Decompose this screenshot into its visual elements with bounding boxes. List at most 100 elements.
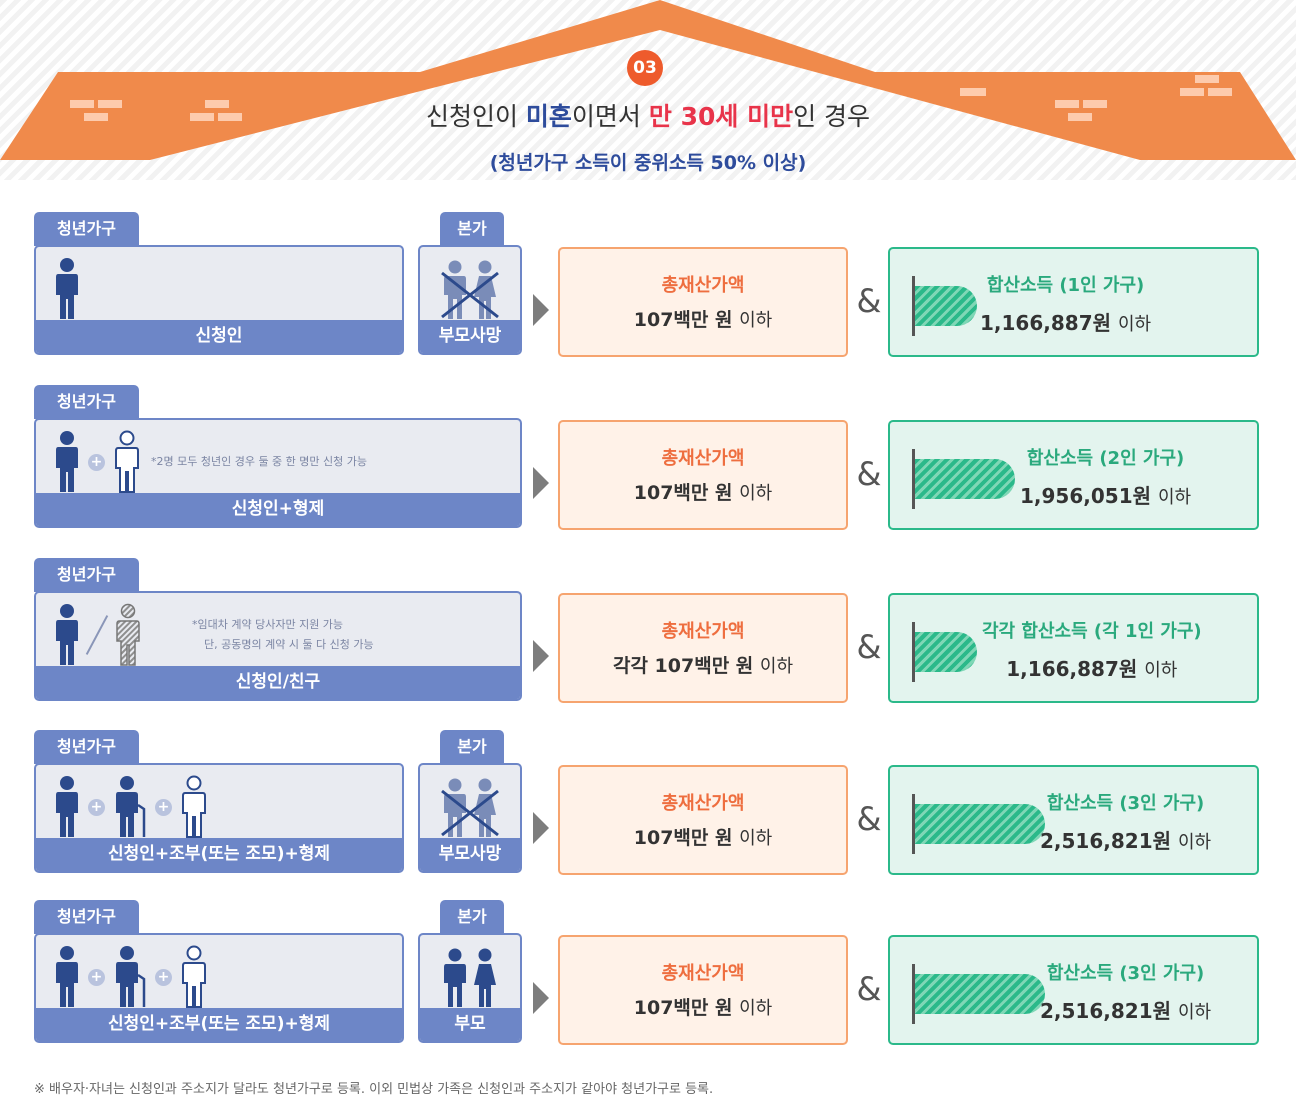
household-label: 신청인 [36,320,402,353]
arrow-right-icon [533,294,549,326]
grandparent-icon [116,776,146,837]
income-value: 2,516,821원 이하 [1040,825,1211,854]
household-tab: 청년가구 [34,558,139,592]
note-line2: 단, 공동명의 계약 시 둘 다 신청 가능 [204,638,374,651]
household-figures: + + [52,775,210,839]
arrow-right-icon [533,640,549,672]
parents-icon [444,948,496,1007]
below-text: 이하 [759,656,794,677]
household-label: 신청인/친구 [36,666,520,699]
household-box: + + 신청인+조부(또는 조모)+형제 [34,933,404,1043]
won-unit: 원 [715,827,733,849]
income-label: 합산소득 (1인 가구) [986,275,1145,296]
won-unit: 원 [735,655,754,677]
asset-label: 총재산가액 [661,275,745,296]
plus-icon: + [88,453,105,471]
household-figures [52,257,82,321]
parent-figures [420,257,520,321]
asset-box: 총재산가액 107백만 원 이하 [558,765,848,875]
asset-value: 107백만 원 이하 [560,823,846,850]
asset-label: 총재산가액 [661,448,745,469]
parent-status-label: 부모사망 [420,838,520,871]
page-title: 신청인이 미혼이면서 만 30세 미만인 경우 [0,97,1296,133]
household-row: 청년가구 + + 신청인+조부(또는 조모)+형제 본가 부모 총재산가액 107백만 … [0,900,1296,1060]
parent-home-tab: 본가 [440,730,504,764]
household-box: *임대차 계약 당사자만 지원 가능 단, 공동명의 계약 시 둘 다 신청 가능… [34,591,522,701]
household-box: + + 신청인+조부(또는 조모)+형제 [34,763,404,873]
plus-icon: + [88,968,105,986]
income-bar-icon [915,459,1015,499]
income-box: 각각 합산소득 (각 1인 가구) 1,166,887원 이하 [888,593,1259,703]
arrow-right-icon [533,467,549,499]
crossed-parents-icon [441,778,499,837]
household-box: + *2명 모두 청년인 경우 둘 중 한 명만 신청 가능 신청인+형제 [34,418,522,528]
income-text: 합산소득 (2인 가구) 1,956,051원 이하 [1020,444,1191,509]
parent-home-box: 부모사망 [418,763,522,873]
parent-home-box: 부모 [418,933,522,1043]
below-text: 이하 [739,828,773,849]
asset-box: 총재산가액 107백만 원 이하 [558,247,848,357]
income-bar-icon [915,974,1045,1014]
asset-value: 107백만 원 이하 [560,993,846,1020]
parent-figures [420,775,520,839]
income-amount: 1,166,887원 [1006,657,1138,681]
income-bar-axis [912,449,915,509]
household-figures: *임대차 계약 당사자만 지원 가능 단, 공동명의 계약 시 둘 다 신청 가능 [52,603,374,667]
applicant-person-icon [56,604,78,665]
title-part3: 이면서 [571,102,649,131]
below-text: 이하 [1144,660,1178,681]
income-value: 1,166,887원 이하 [980,307,1151,336]
income-amount: 1,956,051원 [1020,484,1152,508]
household-note: *임대차 계약 당사자만 지원 가능 단, 공동명의 계약 시 둘 다 신청 가능 [192,615,374,655]
asset-value: 107백만 원 이하 [560,305,846,332]
parent-figures [420,945,520,1009]
income-bar-icon [915,804,1045,844]
household-row: 청년가구 *임대차 계약 당사자만 지원 가능 단, 공동명의 계약 시 둘 다 신… [0,558,1296,718]
asset-amount: 107백만 [633,309,709,331]
below-text: 이하 [1117,314,1152,335]
asset-box: 총재산가액 107백만 원 이하 [558,935,848,1045]
income-box: 합산소득 (3인 가구) 2,516,821원 이하 [888,935,1259,1045]
income-text: 각각 합산소득 (각 1인 가구) 1,166,887원 이하 [982,617,1202,682]
below-text: 이하 [739,310,773,331]
applicant-person-icon [56,776,78,837]
won-unit: 원 [715,309,733,331]
slash-divider [85,615,109,655]
household-label: 신청인+조부(또는 조모)+형제 [36,1008,402,1041]
income-label: 합산소득 (3인 가구) [1046,963,1205,984]
applicant-person-icon [56,431,78,492]
parent-home-tab: 본가 [440,900,504,934]
asset-amount: 107백만 [633,827,709,849]
income-text: 합산소득 (3인 가구) 2,516,821원 이하 [1040,789,1211,854]
parent-status-label: 부모 [420,1008,520,1041]
ampersand: & [856,628,882,666]
applicant-person-icon [56,946,78,1007]
asset-amount: 107백만 [633,482,709,504]
title-part1: 신청인이 [425,102,526,131]
income-amount: 1,166,887원 [980,311,1112,335]
household-row: 청년가구 신청인 본가 부모사망 총재산가액 107백만 원 이하 & 합산소득 (… [0,212,1296,372]
household-label: 신청인+조부(또는 조모)+형제 [36,838,402,871]
household-note: *2명 모두 청년인 경우 둘 중 한 명만 신청 가능 [151,455,368,468]
crossed-parents-icon [441,260,499,319]
grandparent-icon [116,946,146,1007]
household-figures: + + [52,945,210,1009]
household-figures: + *2명 모두 청년인 경우 둘 중 한 명만 신청 가능 [52,430,367,494]
below-text: 이하 [1177,832,1212,853]
below-text: 이하 [739,998,773,1019]
household-box: 신청인 [34,245,404,355]
won-unit: 원 [715,482,733,504]
asset-amount: 107백만 [654,655,730,677]
asset-label: 총재산가액 [661,963,745,984]
income-amount: 2,516,821원 [1040,999,1172,1023]
plus-icon: + [155,968,172,986]
income-bar-axis [912,794,915,854]
household-tab: 청년가구 [34,900,139,934]
asset-box: 총재산가액 107백만 원 이하 [558,420,848,530]
arrow-right-icon [533,982,549,1014]
income-box: 합산소득 (2인 가구) 1,956,051원 이하 [888,420,1259,530]
income-value: 2,516,821원 이하 [1040,995,1211,1024]
ampersand: & [856,800,882,838]
asset-prefix: 각각 [612,655,655,677]
household-row: 청년가구 + *2명 모두 청년인 경우 둘 중 한 명만 신청 가능 신청인+형제 … [0,385,1296,545]
